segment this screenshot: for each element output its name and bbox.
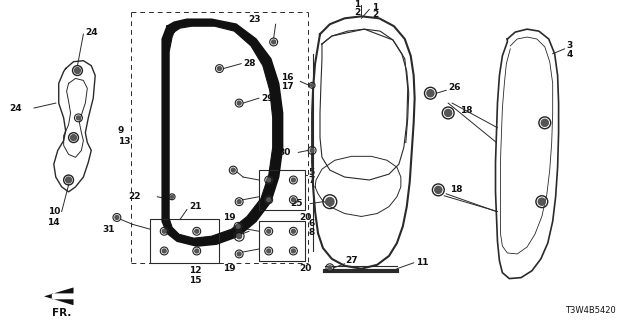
Circle shape xyxy=(218,67,221,70)
Circle shape xyxy=(74,68,81,74)
Circle shape xyxy=(435,186,442,193)
Text: 8: 8 xyxy=(308,228,314,237)
Text: 17: 17 xyxy=(280,82,293,91)
Circle shape xyxy=(267,229,271,233)
Text: 12: 12 xyxy=(189,266,201,275)
Circle shape xyxy=(267,249,271,253)
Circle shape xyxy=(163,229,166,233)
Circle shape xyxy=(76,116,81,120)
Circle shape xyxy=(195,249,199,253)
Circle shape xyxy=(237,101,241,105)
Circle shape xyxy=(445,109,452,116)
Text: 23: 23 xyxy=(248,15,260,24)
Text: 5: 5 xyxy=(308,168,314,177)
Text: 29: 29 xyxy=(261,94,273,103)
Circle shape xyxy=(310,148,314,152)
Circle shape xyxy=(236,224,240,228)
Text: 7: 7 xyxy=(308,177,314,186)
Text: 27: 27 xyxy=(346,256,358,265)
Text: 20: 20 xyxy=(299,213,312,222)
Circle shape xyxy=(237,234,242,239)
Circle shape xyxy=(291,178,295,182)
Circle shape xyxy=(237,200,241,204)
Circle shape xyxy=(538,198,545,205)
Text: 18: 18 xyxy=(450,185,463,194)
Circle shape xyxy=(326,197,334,206)
Text: 2: 2 xyxy=(355,8,360,17)
Text: 25: 25 xyxy=(290,199,302,208)
Text: 4: 4 xyxy=(566,50,573,59)
Text: T3W4B5420: T3W4B5420 xyxy=(565,306,616,315)
Text: 16: 16 xyxy=(280,73,293,82)
Circle shape xyxy=(195,229,199,233)
Circle shape xyxy=(66,177,72,183)
Text: 9: 9 xyxy=(118,126,124,135)
Polygon shape xyxy=(44,287,74,305)
Circle shape xyxy=(163,249,166,253)
Circle shape xyxy=(291,229,295,233)
Text: 11: 11 xyxy=(415,258,428,267)
Text: 6: 6 xyxy=(308,219,314,228)
Circle shape xyxy=(541,119,548,126)
Circle shape xyxy=(267,198,271,202)
Text: 1: 1 xyxy=(355,0,360,9)
Circle shape xyxy=(231,168,236,172)
Text: 24: 24 xyxy=(85,28,98,36)
Text: 10: 10 xyxy=(47,207,60,216)
Text: 18: 18 xyxy=(460,107,472,116)
Text: 20: 20 xyxy=(299,264,312,273)
Text: 19: 19 xyxy=(223,264,236,273)
Circle shape xyxy=(291,249,295,253)
Text: FR.: FR. xyxy=(52,308,72,318)
Text: 19: 19 xyxy=(223,213,236,222)
Text: 22: 22 xyxy=(129,192,141,201)
Circle shape xyxy=(171,195,173,198)
Circle shape xyxy=(272,40,276,44)
Circle shape xyxy=(427,90,434,97)
Text: 31: 31 xyxy=(102,225,115,234)
Circle shape xyxy=(267,178,271,182)
Text: 13: 13 xyxy=(118,137,131,146)
Circle shape xyxy=(291,198,295,202)
Text: 3: 3 xyxy=(566,41,573,51)
Text: 24: 24 xyxy=(10,104,22,113)
Circle shape xyxy=(70,135,76,140)
Text: 15: 15 xyxy=(189,276,201,285)
Text: 2: 2 xyxy=(372,10,378,19)
Text: 26: 26 xyxy=(448,83,461,92)
Polygon shape xyxy=(163,19,282,246)
Text: 1: 1 xyxy=(372,3,378,12)
Text: 28: 28 xyxy=(243,59,255,68)
Circle shape xyxy=(328,266,332,270)
Circle shape xyxy=(310,84,314,87)
Circle shape xyxy=(237,252,241,256)
Text: 30: 30 xyxy=(278,148,291,157)
Text: 14: 14 xyxy=(47,218,60,227)
Circle shape xyxy=(115,215,119,220)
Text: 21: 21 xyxy=(189,202,202,211)
